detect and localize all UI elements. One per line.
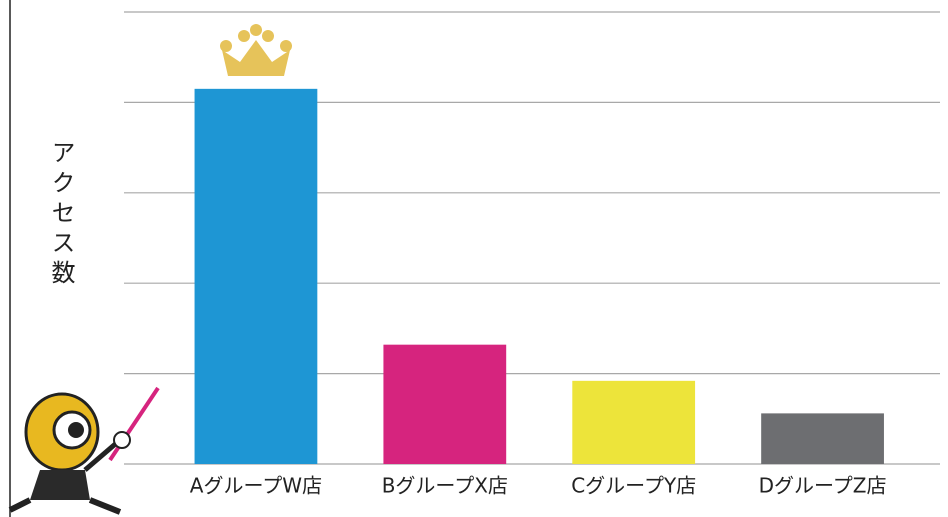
body: アクセス数 AグループW店BグループX店CグループY店DグループZ店 (() =… [0,0,948,517]
x-tick-label: AグループW店 [190,474,322,498]
crown [220,24,292,76]
bar [761,413,884,464]
mascot [10,388,158,512]
bar [572,381,695,464]
x-tick-label: BグループX店 [382,474,508,498]
bar [383,345,506,464]
x-tick-label: CグループY店 [571,474,696,498]
page: {"chart_data": {"type": "bar", "y_label"… [0,0,948,517]
y-axis-label: アクセス数 [47,140,75,290]
chart: アクセス数 AグループW店 BグループX店 CグループY店 DグループZ店 [0,0,948,517]
bar [195,89,318,464]
x-tick-label: DグループZ店 [759,474,887,498]
